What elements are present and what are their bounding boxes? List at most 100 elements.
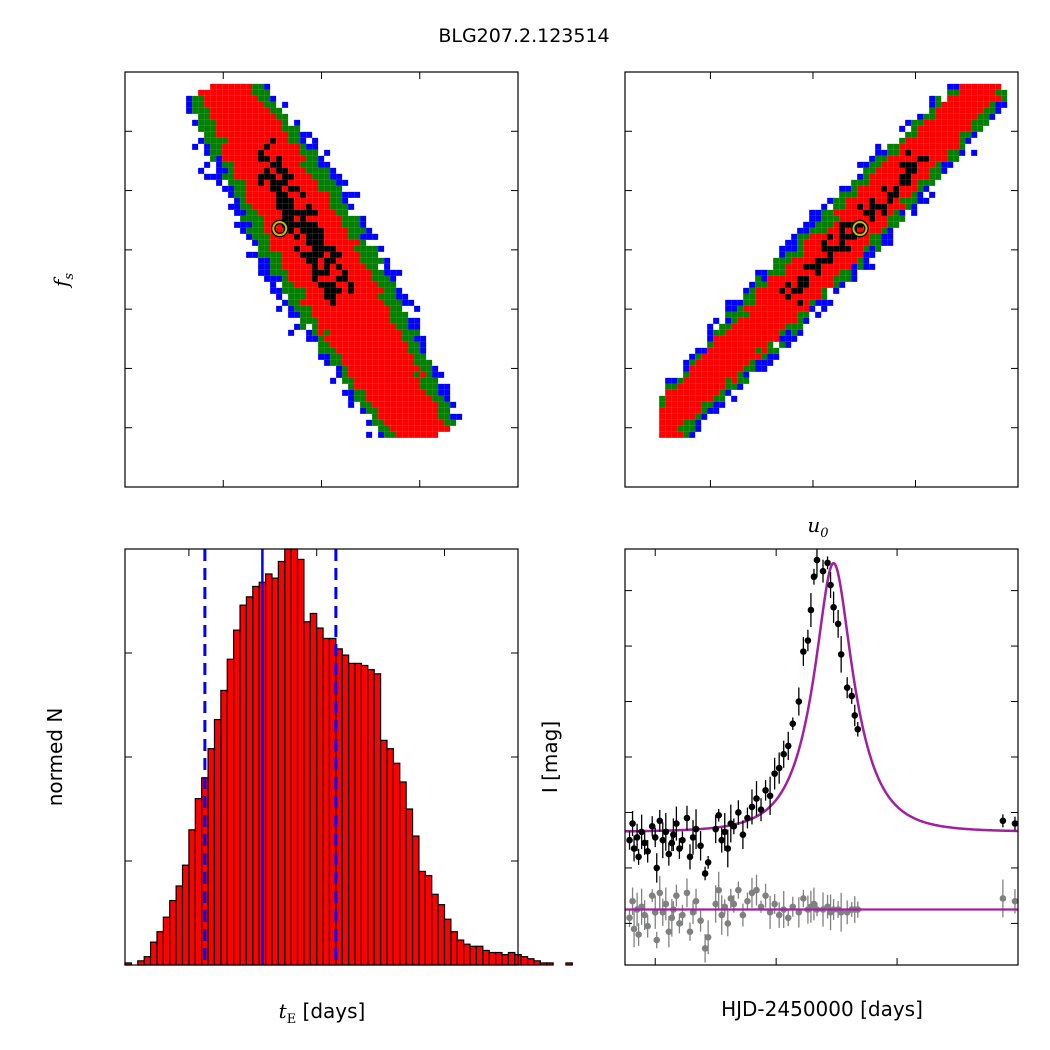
histogram-bar [520,956,529,966]
tl-sigma3-cell [342,209,349,216]
tl-sigma1-cell [336,263,343,270]
tr-sigma2-cell [839,251,846,258]
tl-sigma2-cell [258,161,265,168]
tr-sigma3-cell [923,113,930,120]
tl-sigma2-cell [288,179,295,186]
tl-sigma3-cell [366,407,373,414]
tl-sigma2-cell [252,149,259,156]
tr-sigma2-cell [755,329,762,336]
tr-sigma2-cell [833,233,840,240]
tl-sigma3-cell [378,419,385,426]
tr-sigma3-cell [839,275,846,282]
tr-sigma3-cell [977,125,984,132]
u0-xlabel-main: u [807,513,820,537]
tr-sigma2-cell [779,311,786,318]
tl-sigma3-cell [342,203,349,210]
photometry-point [635,853,642,861]
tl-sigma2-cell [330,215,337,222]
tl-sigma2-cell [366,389,373,396]
tl-sigma2-cell [372,293,379,300]
tr-sigma2-cell [797,263,804,270]
residual-point [789,903,797,911]
tl-sigma2-cell [288,239,295,246]
tl-sigma2-cell [324,227,331,234]
tl-sigma2-cell [306,269,313,276]
tl-sigma2-cell [282,131,289,138]
residual-point [701,945,709,952]
tl-sigma3-cell [426,365,433,372]
tl-sigma2-cell [306,173,313,180]
tr-sigma2-cell [815,293,822,300]
tl-sigma1-cell [258,173,265,180]
tl-sigma4-cell [312,335,319,342]
tl-sigma2-cell [360,347,367,354]
tr-sigma3-cell [953,155,960,162]
tr-sigma3-cell [839,269,846,276]
tr-sigma2-cell [941,107,948,114]
tr-sigma2-cell [815,287,822,294]
tl-sigma3-cell [300,311,307,318]
tl-sigma2-cell [246,83,253,90]
tr-sigma2-cell [797,305,804,312]
tl-sigma2-cell [216,113,223,120]
tl-sigma2-cell [342,359,349,366]
tl-sigma2-cell [228,119,235,126]
tl-sigma3-cell [354,395,361,402]
tl-sigma3-cell [390,431,397,438]
tl-sigma3-cell [216,143,223,150]
tr-sigma1-cell [899,161,906,168]
tl-sigma3-cell [306,161,313,168]
tr-sigma2-cell [671,401,678,408]
tl-sigma4-cell [450,413,457,420]
tl-sigma2-cell [246,119,253,126]
tl-sigma1-cell [312,269,319,276]
tl-sigma1-cell [258,155,265,162]
tl-sigma3-cell [360,227,367,234]
tl-sigma4-cell [300,137,307,144]
tl-sigma2-cell [240,113,247,120]
tl-sigma2-cell [312,179,319,186]
tl-sigma2-cell [414,419,421,426]
tl-sigma2-cell [222,131,229,138]
tr-sigma1-cell [803,263,810,270]
tl-sigma2-cell [396,407,403,414]
tl-sigma2-cell [324,203,331,210]
tr-sigma4-cell [965,137,972,144]
tr-sigma2-cell [821,281,828,288]
tl-sigma2-cell [432,431,439,438]
tl-sigma4-cell [216,161,223,168]
tr-sigma4-cell [761,365,768,372]
tr-sigma3-cell [923,179,930,186]
tl-sigma3-cell [330,185,337,192]
tr-sigma2-cell [965,119,972,126]
tr-sigma4-cell [809,215,816,222]
tl-sigma2-cell [438,419,445,426]
tr-sigma3-cell [731,317,738,324]
tl-sigma3-cell [240,215,247,222]
histogram-bar [143,956,152,966]
tr-sigma2-cell [947,113,954,120]
tl-sigma2-cell [336,317,343,324]
tl-sigma4-cell [294,323,301,330]
tl-sigma2-cell [336,305,343,312]
tr-sigma2-cell [695,383,702,390]
photometry-point [744,814,751,822]
histogram-bar [386,748,394,966]
tl-sigma2-cell [240,167,247,174]
tr-sigma2-cell [995,83,1002,90]
tr-sigma3-cell [797,251,804,258]
tl-sigma2-cell [294,227,301,234]
tl-sigma1-cell [324,293,331,300]
tr-sigma2-cell [965,89,972,96]
tr-sigma2-cell [737,353,744,360]
tr-sigma4-cell [947,83,954,90]
tl-sigma3-cell [372,263,379,270]
tl-sigma3-cell [378,257,385,264]
tr-sigma3-cell [761,353,768,360]
tl-sigma2-cell [294,179,301,186]
tr-sigma2-cell [947,131,954,138]
tr-sigma3-cell [947,155,954,162]
tr-sigma2-cell [929,149,936,156]
tr-sigma2-cell [689,407,696,414]
tr-sigma2-cell [827,275,834,282]
